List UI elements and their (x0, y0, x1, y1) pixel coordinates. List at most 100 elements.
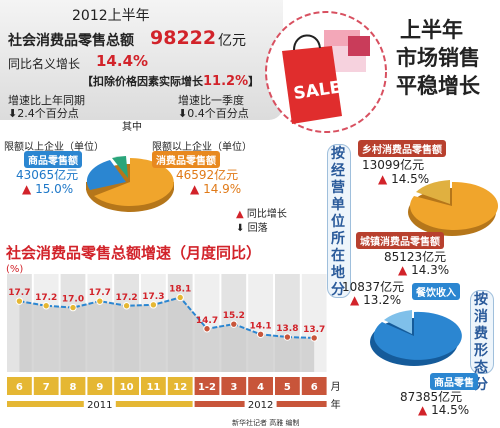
qoq-label: 增速比一季度 (178, 94, 244, 107)
red-bag (282, 46, 342, 124)
urban-tag: 城镇消费品零售额 (356, 232, 444, 249)
left-pie-caption: 限额以上企业（单位） (4, 142, 104, 153)
rural-value: 13099亿元 (362, 158, 425, 172)
goods-rate-value: 14.5% (431, 403, 470, 417)
data-label: 13.8 (276, 324, 298, 334)
data-point (283, 333, 292, 341)
data-label: 17.3 (142, 292, 164, 302)
consumption-pie (370, 310, 462, 366)
category-box (141, 377, 166, 395)
right-pie-value: 46592亿元 (176, 168, 239, 182)
retail-growth-chart: (%) 17.7 17.2 17.0 17.7 17.2 17.3 18.1 14.7 15.2 1… (6, 264, 341, 411)
category-box (275, 377, 300, 395)
x-tick-label: 3 (230, 382, 237, 393)
right-pie-rate: ▲ 14.9% (190, 182, 241, 196)
real-label: 扣除价格因素实际增长 (93, 75, 203, 88)
category-box (167, 377, 193, 395)
yoy-change: ⬇2.4个百分点 (8, 105, 79, 121)
nominal-label: 同比名义增长 (8, 57, 81, 71)
x-tick-label: 5 (284, 382, 291, 393)
left-pie-tag: 商品零售额 (24, 151, 82, 168)
category-box (114, 377, 139, 395)
year-label: 2011 (87, 400, 112, 411)
data-label: 17.2 (115, 293, 137, 303)
y-axis-label: (%) (6, 264, 23, 275)
real-value: 11.2% (203, 74, 249, 89)
rural-rate: ▲ 14.5% (378, 172, 429, 186)
data-point (256, 330, 265, 338)
data-label: 17.7 (89, 288, 111, 298)
goods-tag: 商品零售 (430, 373, 478, 390)
headline-line1: 上半年 (400, 18, 463, 42)
x-tick-label: 6 (16, 382, 23, 393)
pie-slice-rural (416, 180, 450, 204)
data-point (230, 320, 238, 328)
right-pie-tag: 消费品零售额 (152, 151, 220, 168)
category-box (301, 377, 327, 395)
summary-period: 2012上半年 (72, 8, 150, 24)
catering-value: 10837亿元 (342, 280, 405, 294)
category-box (194, 377, 220, 395)
right-pie-rate-value: 14.9% (203, 182, 242, 196)
location-pie (408, 180, 499, 236)
yoy-value: 2.4个百分点 (17, 107, 79, 120)
area-fill (19, 297, 315, 372)
legend-up: ▲ 同比增长 (236, 205, 287, 220)
rural-tag: 乡村消费品零售额 (358, 140, 446, 157)
legend-down: ⬇ 回落 (236, 219, 268, 234)
data-label: 15.2 (223, 311, 245, 321)
x-tick-label: 12 (173, 382, 187, 393)
x-tick-label: 11 (146, 382, 160, 393)
catering-tag: 餐饮收入 (412, 283, 460, 300)
total-value: 98222 (150, 27, 217, 49)
data-point (176, 293, 184, 302)
goods-value: 87385亿元 (400, 390, 463, 404)
credit: 新华社记者 高雅 编制 (232, 419, 300, 427)
pie-slice-commodity-retail (86, 160, 126, 190)
x-tick-label: 10 (120, 382, 134, 393)
category-box (248, 377, 273, 395)
category-box (87, 377, 113, 395)
data-point (96, 297, 104, 305)
goods-rate: ▲ 14.5% (418, 403, 469, 417)
category-box (60, 377, 86, 395)
total-unit: 亿元 (218, 33, 246, 49)
legend-down-label: 回落 (247, 223, 268, 234)
year-unit: 年 (331, 398, 341, 411)
legend-up-label: 同比增长 (246, 209, 287, 220)
x-tick-label: 8 (70, 382, 77, 393)
data-point (310, 334, 318, 342)
vertical-label-box (327, 144, 351, 298)
pie-slice-consumer-goods (94, 158, 174, 206)
data-label: 17.0 (62, 295, 84, 305)
data-point (149, 301, 158, 309)
data-point (122, 302, 131, 310)
left-pie-rate: ▲ 15.0% (22, 182, 73, 196)
catering-rate-value: 13.2% (363, 293, 402, 307)
headline-line2: 市场销售 (396, 46, 480, 70)
category-box (33, 377, 59, 395)
x-axis-unit: 月 (331, 381, 341, 393)
rural-rate-value: 14.5% (391, 172, 430, 186)
x-tick-label: 9 (96, 382, 103, 393)
year-label-bg (244, 397, 277, 410)
series-line (19, 296, 315, 339)
data-label: 18.1 (169, 284, 191, 294)
category-box (7, 377, 32, 395)
total-label: 社会消费品零售总额 (8, 33, 134, 49)
chart-title: 社会消费品零售总额增速（月度同比） (6, 244, 262, 262)
pie-slice-goods (373, 311, 462, 360)
x-tick-label: 7 (43, 382, 50, 393)
data-point (203, 325, 211, 333)
up-triangle-icon: ▲ (398, 263, 408, 277)
up-triangle-icon: ▲ (190, 182, 200, 196)
nominal-value: 14.4% (96, 52, 149, 70)
shopping-bag-illustration: SALE (265, 11, 387, 133)
pie-slice-other (112, 156, 128, 178)
year-label-bg (83, 397, 116, 410)
data-label: 14.1 (249, 321, 271, 331)
year-label: 2012 (248, 400, 273, 411)
down-arrow-icon: ⬇ (178, 107, 188, 120)
data-point (42, 302, 50, 310)
location-vertical-label: 按经营单位所在地分 (331, 146, 345, 298)
